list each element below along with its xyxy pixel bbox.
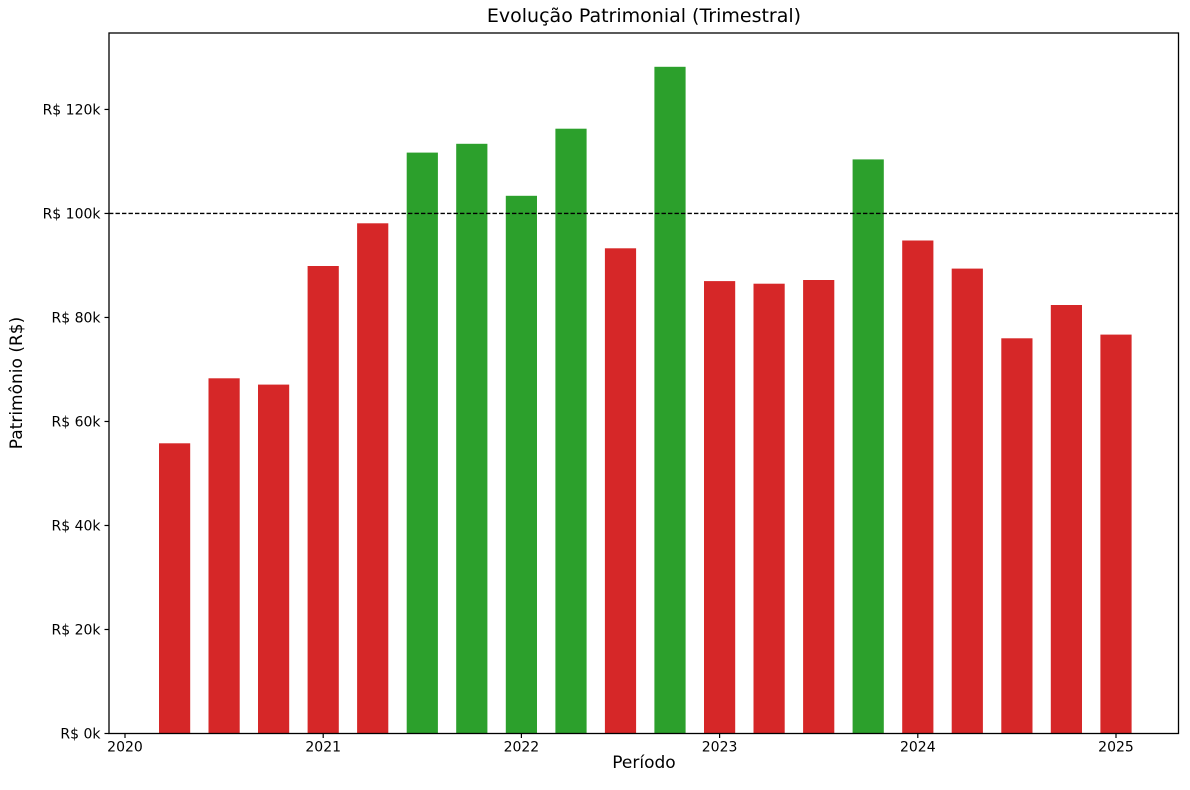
y-tick-label: R$ 40k: [51, 518, 101, 534]
bar-2020-Q3: [208, 378, 240, 734]
bar-2024-Q1: [902, 240, 934, 734]
y-tick-label: R$ 60k: [51, 414, 101, 430]
x-axis-label: Período: [612, 753, 676, 773]
bar-2021-Q2: [357, 223, 389, 734]
y-tick-label: R$ 0k: [60, 727, 101, 743]
y-tick-label: R$ 20k: [51, 622, 101, 638]
bar-2022-Q1: [505, 195, 537, 734]
x-tick-label: 2024: [900, 740, 936, 756]
plot-border: [108, 32, 1180, 735]
y-tick-label: R$ 120k: [43, 102, 102, 118]
bar-2021-Q1: [307, 266, 339, 734]
y-tick-label: R$ 80k: [51, 310, 101, 326]
bar-2025-Q1: [1100, 334, 1132, 734]
bar-2023-Q3: [803, 280, 835, 734]
x-tick-label: 2025: [1098, 740, 1134, 756]
bar-2024-Q2: [951, 268, 983, 734]
bar-2022-Q2: [555, 128, 587, 734]
bar-2023-Q1: [704, 281, 736, 734]
x-tick-label: 2020: [107, 740, 143, 756]
bar-2020-Q2: [159, 443, 191, 734]
y-tick-label: R$ 100k: [43, 206, 102, 222]
bar-2023-Q4: [852, 159, 884, 734]
bar-2021-Q4: [456, 143, 488, 734]
bar-2024-Q4: [1050, 305, 1082, 734]
x-tick-label: 2022: [504, 740, 540, 756]
x-tick-label: 2021: [305, 740, 341, 756]
bar-2024-Q3: [1001, 338, 1033, 734]
x-tick-label: 2023: [702, 740, 738, 756]
bar-2022-Q4: [654, 66, 686, 734]
bar-2020-Q4: [258, 384, 290, 734]
bar-2021-Q3: [406, 152, 438, 734]
bar-2022-Q3: [604, 248, 637, 734]
chart-title: Evolução Patrimonial (Trimestral): [486, 5, 802, 27]
bar-2023-Q2: [753, 283, 785, 734]
